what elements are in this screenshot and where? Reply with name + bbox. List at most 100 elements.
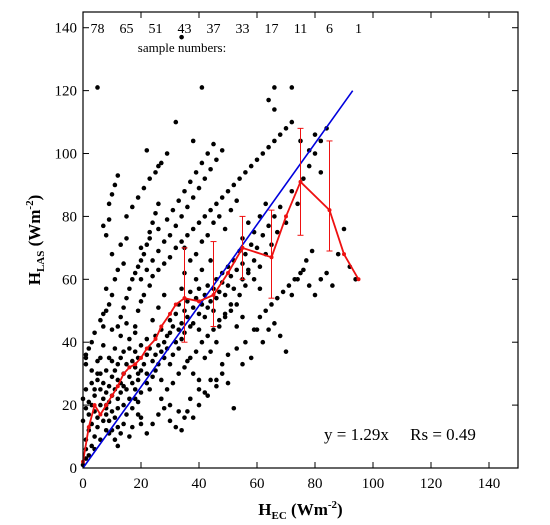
- y-tick-label: 80: [62, 209, 77, 225]
- data-point: [109, 358, 115, 364]
- data-point: [109, 251, 115, 257]
- data-point: [185, 299, 190, 304]
- data-point: [193, 251, 199, 257]
- data-point: [89, 443, 94, 449]
- data-point: [202, 355, 208, 361]
- data-point: [118, 314, 123, 320]
- data-point: [159, 377, 164, 383]
- bin-mean-point: [284, 214, 288, 219]
- data-point: [179, 321, 184, 326]
- data-point: [283, 126, 289, 131]
- data-point: [225, 188, 231, 194]
- data-point: [89, 402, 94, 408]
- data-point: [147, 176, 152, 181]
- data-point: [199, 85, 205, 90]
- data-point: [266, 97, 271, 103]
- data-point: [170, 207, 176, 213]
- data-point: [106, 217, 112, 222]
- data-point: [199, 339, 205, 345]
- data-point: [156, 226, 161, 232]
- data-point: [205, 151, 210, 156]
- data-point: [106, 201, 112, 207]
- data-point: [179, 239, 184, 244]
- data-point: [95, 415, 100, 420]
- bin-mean-point: [86, 425, 91, 430]
- data-point: [193, 277, 199, 282]
- data-point: [164, 217, 170, 222]
- data-point: [246, 220, 251, 226]
- data-point: [312, 292, 318, 298]
- sample-count: 37: [207, 22, 221, 37]
- data-point: [219, 361, 225, 367]
- data-point: [263, 201, 269, 207]
- data-point: [101, 380, 106, 386]
- data-point: [214, 377, 219, 383]
- y-tick-label: 0: [70, 461, 78, 477]
- data-point: [176, 409, 181, 414]
- data-point: [127, 434, 132, 439]
- data-point: [257, 286, 263, 292]
- data-point: [127, 396, 132, 402]
- data-point: [205, 305, 210, 310]
- data-point: [222, 292, 228, 298]
- data-point: [234, 324, 239, 329]
- data-point: [246, 270, 251, 276]
- data-point: [83, 405, 89, 411]
- data-point: [272, 321, 277, 326]
- data-point: [176, 327, 181, 332]
- sample-count: 6: [326, 22, 333, 37]
- data-point: [309, 248, 315, 254]
- data-point: [289, 85, 295, 90]
- data-point: [196, 377, 202, 383]
- sample-count: 78: [91, 22, 105, 37]
- x-tick-label: 100: [362, 476, 385, 492]
- data-point: [234, 302, 239, 307]
- data-point: [202, 390, 208, 395]
- axis-label-main: H: [258, 500, 271, 519]
- data-point: [138, 277, 144, 282]
- data-point: [132, 270, 138, 276]
- data-point: [121, 402, 126, 408]
- data-point: [353, 277, 358, 282]
- data-point: [335, 251, 341, 257]
- sample-count: 17: [265, 22, 279, 37]
- data-point: [173, 424, 179, 430]
- data-point: [205, 283, 210, 288]
- data-point: [211, 327, 216, 332]
- data-point: [205, 393, 210, 398]
- y-axis-title: HLAS (Wm-2): [24, 195, 47, 286]
- bin-mean-point: [211, 293, 216, 298]
- data-point: [185, 204, 190, 210]
- data-point: [156, 163, 161, 169]
- fit-annotation: y = 1.29x Rs = 0.49: [324, 425, 476, 444]
- data-point: [251, 327, 257, 332]
- data-point: [240, 361, 245, 367]
- data-point: [173, 311, 179, 317]
- data-point: [167, 330, 173, 336]
- y-tick-label: 140: [55, 21, 78, 37]
- data-point: [118, 242, 123, 248]
- axis-label-close: ): [25, 195, 44, 201]
- data-point: [147, 236, 152, 241]
- data-point: [121, 383, 126, 389]
- data-point: [138, 421, 144, 427]
- data-point: [112, 346, 118, 351]
- data-point: [199, 267, 205, 273]
- data-point: [127, 346, 132, 351]
- data-point: [153, 170, 158, 175]
- data-point: [144, 380, 150, 386]
- data-point: [251, 258, 257, 263]
- data-point: [130, 405, 135, 411]
- data-point: [324, 270, 329, 276]
- data-point: [237, 176, 242, 181]
- data-point: [115, 173, 121, 178]
- data-point: [167, 254, 173, 260]
- data-point: [225, 380, 231, 386]
- bin-mean-point: [98, 412, 103, 417]
- data-point: [179, 214, 184, 219]
- data-point: [275, 229, 280, 235]
- data-point: [214, 201, 219, 207]
- data-point: [144, 352, 150, 358]
- data-point: [103, 390, 109, 395]
- data-point: [153, 210, 158, 216]
